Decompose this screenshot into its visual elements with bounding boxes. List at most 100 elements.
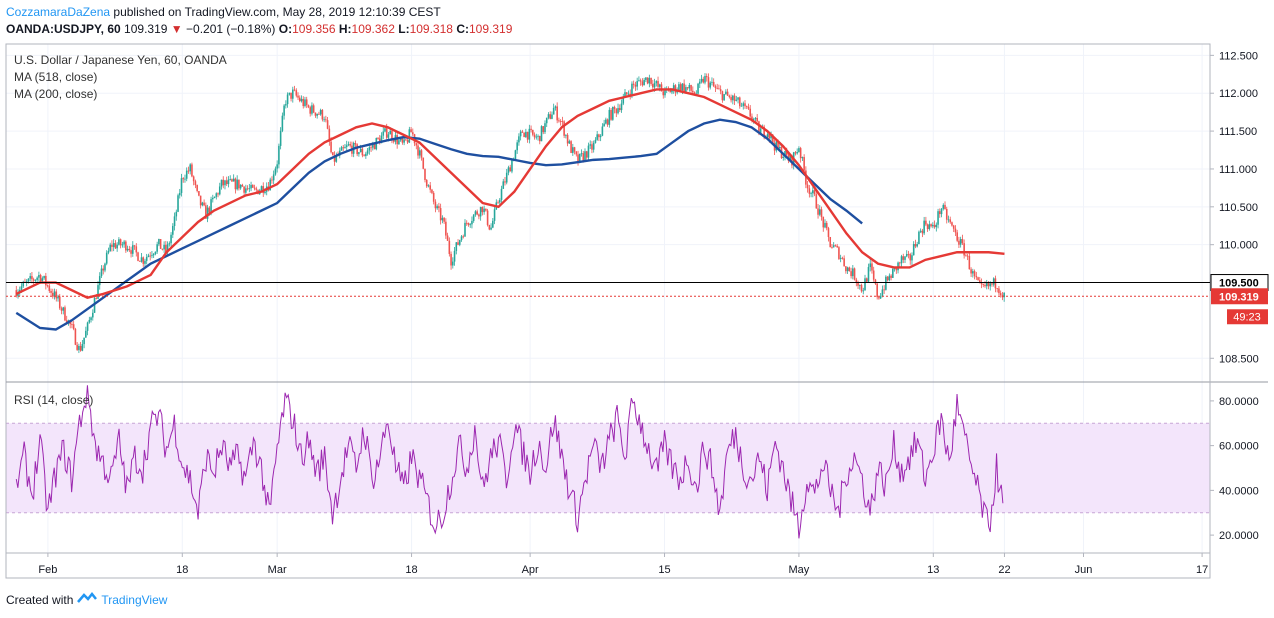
candle-body — [646, 77, 649, 84]
candle-body — [29, 276, 31, 279]
candle-body — [224, 180, 226, 186]
candle-body — [766, 134, 769, 138]
candle-body — [970, 269, 972, 274]
published-text: published on TradingView.com, May 28, 20… — [113, 5, 441, 19]
candle-body — [608, 109, 611, 125]
candle-body — [827, 228, 830, 238]
candle-body — [166, 244, 169, 253]
candle-body — [636, 81, 638, 87]
candle-body — [638, 80, 640, 82]
candle-body — [98, 276, 101, 286]
candle-body — [777, 141, 779, 149]
candle-body — [272, 174, 275, 181]
candle-body — [535, 136, 538, 138]
candle-body — [707, 77, 710, 88]
candle-body — [530, 128, 532, 130]
candle-body — [516, 142, 518, 151]
candle-body — [114, 243, 117, 249]
candle-body — [248, 188, 251, 190]
candle-body — [883, 289, 885, 291]
candle-body — [886, 276, 889, 281]
candle-body — [22, 281, 25, 287]
candle-body — [589, 144, 592, 146]
candle-body — [714, 86, 717, 88]
ma518-legend: MA (518, close) — [14, 70, 98, 84]
candle-body — [528, 128, 531, 140]
candle-body — [575, 151, 578, 155]
candle-body — [566, 134, 569, 144]
candle-body — [989, 283, 992, 287]
candle-body — [363, 155, 365, 157]
candle-body — [542, 126, 545, 133]
candle-body — [754, 117, 757, 120]
candle-body — [573, 147, 576, 152]
author-link[interactable]: CozzamaraDaZena — [6, 5, 111, 19]
candle-body — [794, 152, 797, 154]
candle-body — [902, 256, 905, 260]
candle-body — [297, 95, 299, 98]
candle-body — [730, 97, 732, 101]
candle-body — [399, 138, 402, 141]
candle-body — [692, 90, 694, 93]
candle-body — [972, 271, 974, 274]
candle-body — [885, 276, 887, 290]
candle-body — [518, 136, 520, 143]
candle-body — [359, 148, 362, 153]
candle-body — [464, 222, 466, 237]
candle-body — [639, 80, 642, 82]
candle-body — [175, 211, 178, 217]
candle-body — [888, 275, 891, 281]
candle-body — [498, 199, 501, 203]
candle-body — [749, 108, 752, 117]
price-tick-label: 112.500 — [1219, 50, 1258, 62]
candle-body — [685, 87, 687, 92]
candle-body — [705, 76, 708, 78]
candle-body — [881, 289, 884, 297]
candle-body — [752, 119, 755, 120]
candle-body — [41, 278, 44, 282]
candle-body — [919, 230, 922, 232]
candle-body — [415, 143, 418, 146]
candle-body — [25, 281, 28, 283]
candle-body — [316, 113, 318, 116]
candle-body — [994, 278, 997, 289]
candle-body — [71, 324, 73, 325]
tradingview-logo-icon[interactable] — [77, 591, 98, 607]
candle-body — [879, 296, 882, 299]
candle-body — [309, 107, 312, 114]
candle-body — [138, 260, 141, 262]
candle-body — [690, 85, 692, 91]
candle-body — [118, 239, 120, 245]
candle-body — [878, 297, 880, 299]
time-tick-label: 15 — [658, 564, 670, 576]
candle-body — [942, 204, 945, 209]
candle-body — [271, 179, 273, 181]
candle-body — [772, 134, 774, 143]
candle-body — [509, 167, 512, 172]
close-value: 109.319 — [468, 22, 513, 36]
down-arrow-icon: ▼ — [170, 22, 183, 36]
candle-body — [269, 179, 272, 191]
candle-body — [963, 243, 965, 256]
candle-body — [949, 219, 952, 223]
candle-body — [911, 255, 913, 261]
tradingview-link[interactable]: TradingView — [101, 592, 168, 607]
candle-body — [217, 193, 219, 195]
candle-body — [719, 89, 722, 92]
candle-body — [876, 283, 878, 298]
candle-body — [852, 268, 854, 277]
candle-body — [285, 104, 287, 106]
candle-body — [401, 138, 404, 143]
candle-body — [243, 186, 245, 193]
candle-body — [951, 222, 953, 226]
candle-body — [144, 260, 146, 264]
candle-body — [314, 112, 317, 116]
candle-body — [135, 246, 138, 253]
candle-body — [904, 256, 906, 260]
candle-body — [227, 179, 230, 185]
candle-body — [187, 170, 190, 172]
candle-body — [664, 88, 666, 96]
candle-body — [584, 151, 586, 161]
candle-body — [723, 94, 725, 101]
candle-body — [97, 285, 99, 299]
